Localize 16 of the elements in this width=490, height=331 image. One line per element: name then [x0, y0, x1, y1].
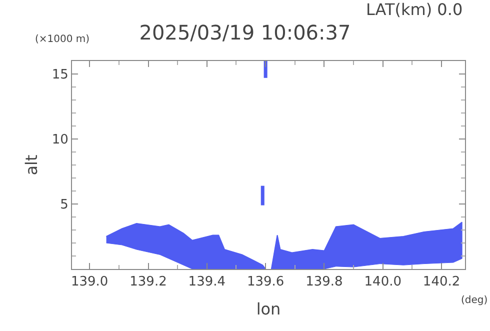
text: (×1000 m): [35, 34, 90, 45]
y-tick-label: 5: [60, 198, 68, 213]
x-tick-label: 139.8: [306, 274, 343, 290]
x-tick-label: 140.0: [364, 274, 402, 290]
x-tick-label: 139.2: [130, 274, 167, 290]
x-tick-label: 139.4: [188, 274, 226, 290]
text: (deg): [461, 295, 488, 306]
x-axis-title: lon: [256, 299, 281, 318]
x-tick-label: 139.0: [70, 274, 108, 290]
x-tick-label: 140.2: [422, 274, 460, 290]
y-tick-label: 15: [52, 68, 68, 83]
chart-title: 2025/03/19 10:06:37: [139, 20, 351, 45]
text: LAT(km) 0.0: [366, 0, 463, 19]
y-axis-title: alt: [22, 154, 41, 176]
x-tick-label: 139.6: [246, 274, 284, 290]
y-tick-label: 10: [52, 132, 68, 148]
